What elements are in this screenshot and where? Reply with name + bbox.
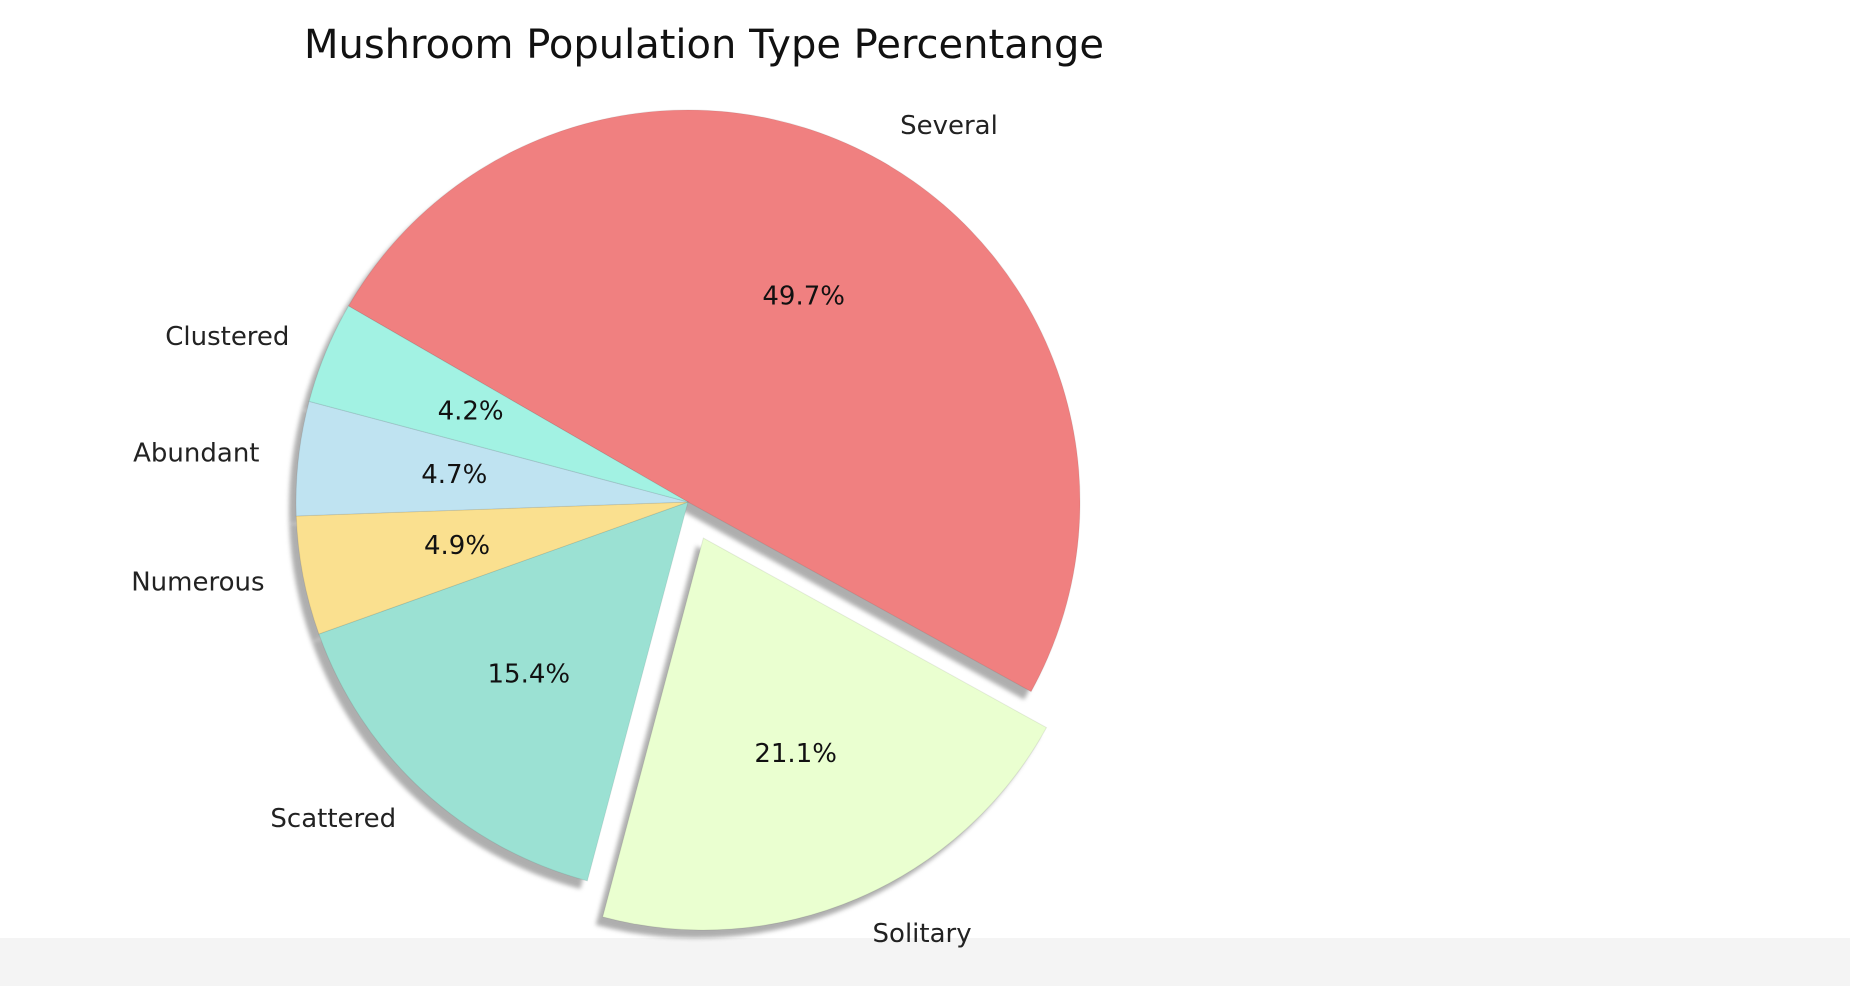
percentage-label-solitary: 21.1% (754, 739, 837, 769)
percentage-label-scattered: 15.4% (487, 660, 570, 690)
slice-label-several: Several (900, 111, 998, 141)
slice-clustered (308, 305, 689, 503)
slice-label-scattered: Scattered (270, 804, 396, 834)
percentage-labels: 49.7% 21.1% 15.4% 4.9% 4.7% 4.2% (421, 282, 845, 769)
slice-label-abundant: Abundant (133, 438, 259, 468)
percentage-label-several: 49.7% (762, 282, 845, 312)
slice-abundant (295, 400, 689, 517)
percentage-label-numerous: 4.9% (424, 531, 490, 561)
slice-numerous (295, 501, 689, 635)
slice-solitary (602, 537, 1048, 931)
pie-slices (295, 109, 1081, 931)
percentage-label-clustered: 4.2% (438, 397, 504, 427)
percentage-label-abundant: 4.7% (421, 460, 487, 490)
slice-label-numerous: Numerous (131, 568, 264, 598)
slice-labels: Several Solitary Scattered Numerous Abundant… (131, 111, 998, 949)
window-bottom-band (0, 938, 1850, 986)
slice-scattered (318, 501, 689, 882)
slice-several (347, 109, 1081, 693)
chart-title: Mushroom Population Type Percentange (304, 22, 1104, 68)
slice-label-solitary: Solitary (873, 919, 972, 949)
slice-label-clustered: Clustered (165, 322, 289, 352)
